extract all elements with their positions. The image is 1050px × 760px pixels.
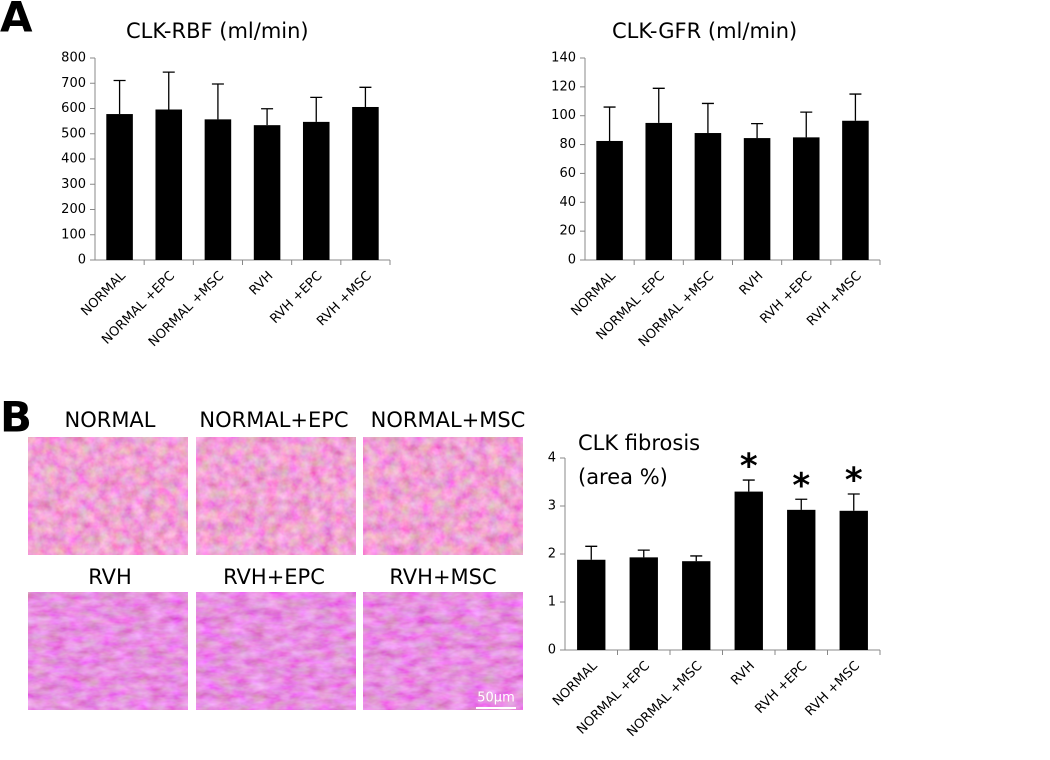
bar: [352, 106, 379, 260]
panel-label: B: [0, 393, 32, 442]
bar: [629, 557, 658, 650]
image-label: NORMAL+MSC: [371, 408, 526, 432]
y-tick-label: 120: [551, 79, 576, 94]
y-tick-label: 800: [61, 51, 86, 66]
error-bar: [795, 498, 808, 510]
error-bar: [690, 555, 703, 562]
y-tick-label: 1: [548, 595, 556, 610]
y-tick-label: 80: [559, 137, 576, 152]
error-bar: [310, 96, 323, 122]
bar: [577, 559, 606, 650]
y-tick-label: 700: [61, 76, 86, 91]
error-bar: [652, 87, 665, 123]
y-tick-label: 2: [548, 547, 556, 562]
error-bar: [637, 549, 650, 558]
chart-title: CLK-RBF (ml/min): [126, 19, 309, 43]
y-tick-label: 300: [61, 177, 86, 192]
x-tick-label: RVH: [247, 269, 277, 299]
error-bar: [261, 108, 274, 126]
y-tick-label: 500: [61, 126, 86, 141]
image-label: NORMAL: [64, 408, 155, 432]
significance-label: *: [845, 461, 863, 501]
x-tick-label: NORMAL: [78, 268, 129, 319]
y-tick-label: 20: [559, 224, 576, 239]
y-tick-label: 100: [61, 227, 86, 242]
y-tick-label: 100: [551, 108, 576, 123]
x-tick-label: RVH: [728, 659, 758, 689]
x-tick-label: RVH +MSC: [803, 659, 864, 720]
error-bar: [847, 493, 860, 511]
bar: [792, 137, 820, 260]
micrograph: [28, 437, 188, 555]
error-bar: [742, 479, 755, 492]
bar: [842, 120, 869, 260]
error-bar: [211, 83, 224, 120]
error-bar: [113, 79, 126, 115]
bar: [302, 121, 330, 260]
y-tick-label: 0: [548, 643, 556, 658]
y-tick-label: 600: [61, 101, 86, 116]
x-tick-label: NORMAL: [568, 268, 619, 319]
y-tick-label: 200: [61, 202, 86, 217]
x-tick-label: RVH: [737, 269, 767, 299]
bar: [645, 122, 673, 260]
image-label: NORMAL+EPC: [199, 408, 348, 432]
error-bar: [800, 111, 813, 138]
histology: NORMAL NORMAL+EPC NORMAL+MSC RVH RVH+EPC…: [28, 408, 525, 710]
y-tick-label: 4: [548, 451, 556, 466]
image-label: RVH+EPC: [223, 565, 325, 589]
scale-bar-label: 50μm: [477, 691, 514, 706]
x-tick-label: NORMAL: [550, 658, 601, 709]
y-tick-label: 60: [559, 166, 576, 181]
chart-title: CLK fibrosis: [578, 431, 700, 455]
y-tick-label: 40: [559, 195, 576, 210]
significance-label: *: [792, 466, 810, 506]
bar: [694, 133, 722, 260]
error-bar: [701, 102, 714, 134]
image-label: RVH: [88, 565, 132, 589]
y-tick-label: 0: [568, 253, 576, 268]
micrograph: [363, 437, 523, 555]
error-bar: [603, 106, 616, 141]
y-tick-label: 400: [61, 152, 86, 167]
bar: [787, 509, 816, 650]
bar: [682, 561, 711, 650]
micrograph: [196, 592, 356, 710]
bar: [204, 119, 232, 260]
y-tick-label: 0: [78, 253, 86, 268]
chart-title: CLK-GFR (ml/min): [612, 19, 797, 43]
bar: [253, 125, 281, 260]
error-bar: [585, 545, 598, 560]
micrograph: [363, 592, 523, 710]
y-tick-label: 3: [548, 499, 556, 514]
bar: [743, 138, 771, 260]
significance-label: *: [740, 447, 758, 487]
error-bar: [849, 93, 862, 121]
chart-title: (area %): [578, 465, 668, 489]
bar: [596, 140, 623, 260]
micrograph: [196, 437, 356, 555]
error-bar: [359, 86, 372, 107]
bar: [839, 510, 868, 650]
y-tick-label: 140: [551, 51, 576, 66]
bar: [155, 109, 183, 260]
image-label: RVH+MSC: [389, 565, 496, 589]
error-bar: [751, 123, 764, 139]
micrograph: [28, 592, 188, 710]
error-bar: [162, 71, 175, 110]
bar: [734, 491, 763, 650]
bar: [106, 114, 133, 261]
panel-label: A: [0, 0, 33, 42]
